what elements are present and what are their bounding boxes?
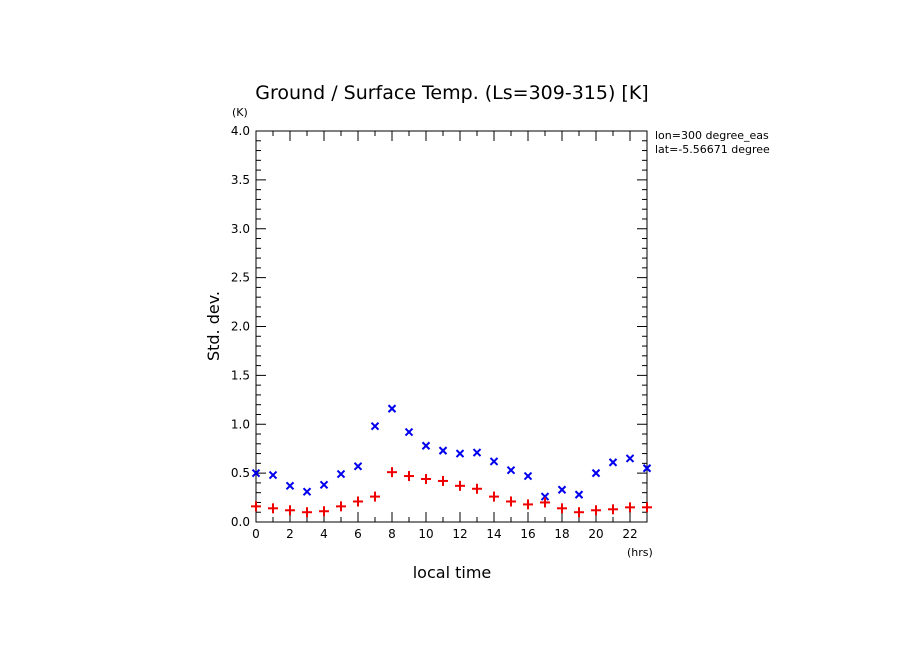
data-point-x-marker <box>472 448 482 457</box>
x-tick-label: 18 <box>554 527 569 541</box>
y-tick-label: 3.0 <box>231 222 250 236</box>
data-point-plus-marker <box>438 475 448 486</box>
data-point-plus-marker <box>251 501 261 512</box>
data-point-plus-marker <box>455 480 465 491</box>
y-tick-label: 0.0 <box>231 515 250 529</box>
data-point-plus-marker <box>387 467 397 478</box>
x-tick-label: 20 <box>588 527 603 541</box>
x-tick-label: 6 <box>354 527 362 541</box>
y-tick-label: 1.5 <box>231 368 250 382</box>
y-tick-label: 1.0 <box>231 417 250 431</box>
data-point-x-marker <box>370 421 380 431</box>
chart-title: Ground / Surface Temp. (Ls=309-315) [K] <box>255 82 648 104</box>
data-point-x-marker <box>268 470 278 480</box>
data-point-x-marker <box>574 490 584 499</box>
x-tick-label: 8 <box>388 527 396 541</box>
annotation-lon: lon=300 degree_eas <box>655 129 769 142</box>
data-point-plus-marker <box>336 501 346 512</box>
data-point-plus-marker <box>557 503 567 514</box>
data-point-x-marker <box>489 457 499 466</box>
data-point-x-marker <box>540 492 550 501</box>
x-unit-label: (hrs) <box>627 546 653 559</box>
data-point-plus-marker <box>523 499 533 510</box>
data-point-x-marker <box>523 471 533 481</box>
data-point-x-marker <box>387 404 397 413</box>
data-point-plus-marker <box>574 507 584 518</box>
data-point-plus-marker <box>540 497 550 508</box>
data-point-x-marker <box>285 481 295 491</box>
data-point-x-marker <box>336 469 346 479</box>
data-point-plus-marker <box>489 491 499 502</box>
y-tick-label: 2.5 <box>231 271 250 285</box>
x-tick-label: 12 <box>452 527 467 541</box>
data-point-x-marker <box>421 441 431 450</box>
data-point-x-marker <box>251 468 261 478</box>
data-point-x-marker <box>625 454 635 463</box>
y-tick-label: 3.5 <box>231 173 250 187</box>
data-point-plus-marker <box>404 471 414 482</box>
y-tick-label: 4.0 <box>231 124 250 138</box>
data-point-plus-marker <box>625 502 635 513</box>
data-point-plus-marker <box>608 504 618 515</box>
data-point-x-marker <box>608 458 618 467</box>
data-point-x-marker <box>404 427 414 437</box>
data-point-plus-marker <box>319 506 329 517</box>
x-tick-label: 22 <box>622 527 637 541</box>
data-point-plus-marker <box>472 483 482 494</box>
y-tick-label: 2.0 <box>231 320 250 334</box>
x-axis-label: local time <box>413 563 492 582</box>
data-point-plus-marker <box>302 507 312 518</box>
x-tick-label: 10 <box>418 527 433 541</box>
data-point-plus-marker <box>353 496 363 507</box>
data-point-plus-marker <box>370 491 380 502</box>
data-point-plus-marker <box>642 502 652 513</box>
data-point-x-marker <box>642 464 652 473</box>
data-point-plus-marker <box>285 505 295 516</box>
x-tick-label: 4 <box>320 527 328 541</box>
data-point-x-marker <box>557 485 567 494</box>
data-point-x-marker <box>591 468 601 478</box>
data-point-plus-marker <box>506 496 516 507</box>
x-tick-label: 16 <box>520 527 535 541</box>
y-unit-label: (K) <box>232 106 248 119</box>
data-point-plus-marker <box>591 505 601 516</box>
data-point-x-marker <box>455 449 465 458</box>
y-axis-label: Std. dev. <box>204 291 223 361</box>
x-tick-label: 14 <box>486 527 501 541</box>
x-tick-label: 0 <box>252 527 260 541</box>
data-point-x-marker <box>353 462 363 471</box>
data-point-x-marker <box>438 446 448 455</box>
data-point-x-marker <box>302 487 312 496</box>
data-point-plus-marker <box>421 473 431 484</box>
data-marks <box>251 404 652 518</box>
data-point-plus-marker <box>268 503 278 514</box>
annotation-lat: lat=-5.56671 degree <box>655 143 770 156</box>
data-point-x-marker <box>319 480 329 490</box>
y-tick-label: 0.5 <box>231 466 250 480</box>
x-tick-label: 2 <box>286 527 294 541</box>
plot-frame <box>255 130 648 523</box>
data-point-x-marker <box>506 465 516 475</box>
axis-ticks: 0 2 4 6 8 10 12 14 16 18 20 22 0.0 0.5 1.0 1.5 2.0 2.5 3.0… <box>231 124 648 541</box>
